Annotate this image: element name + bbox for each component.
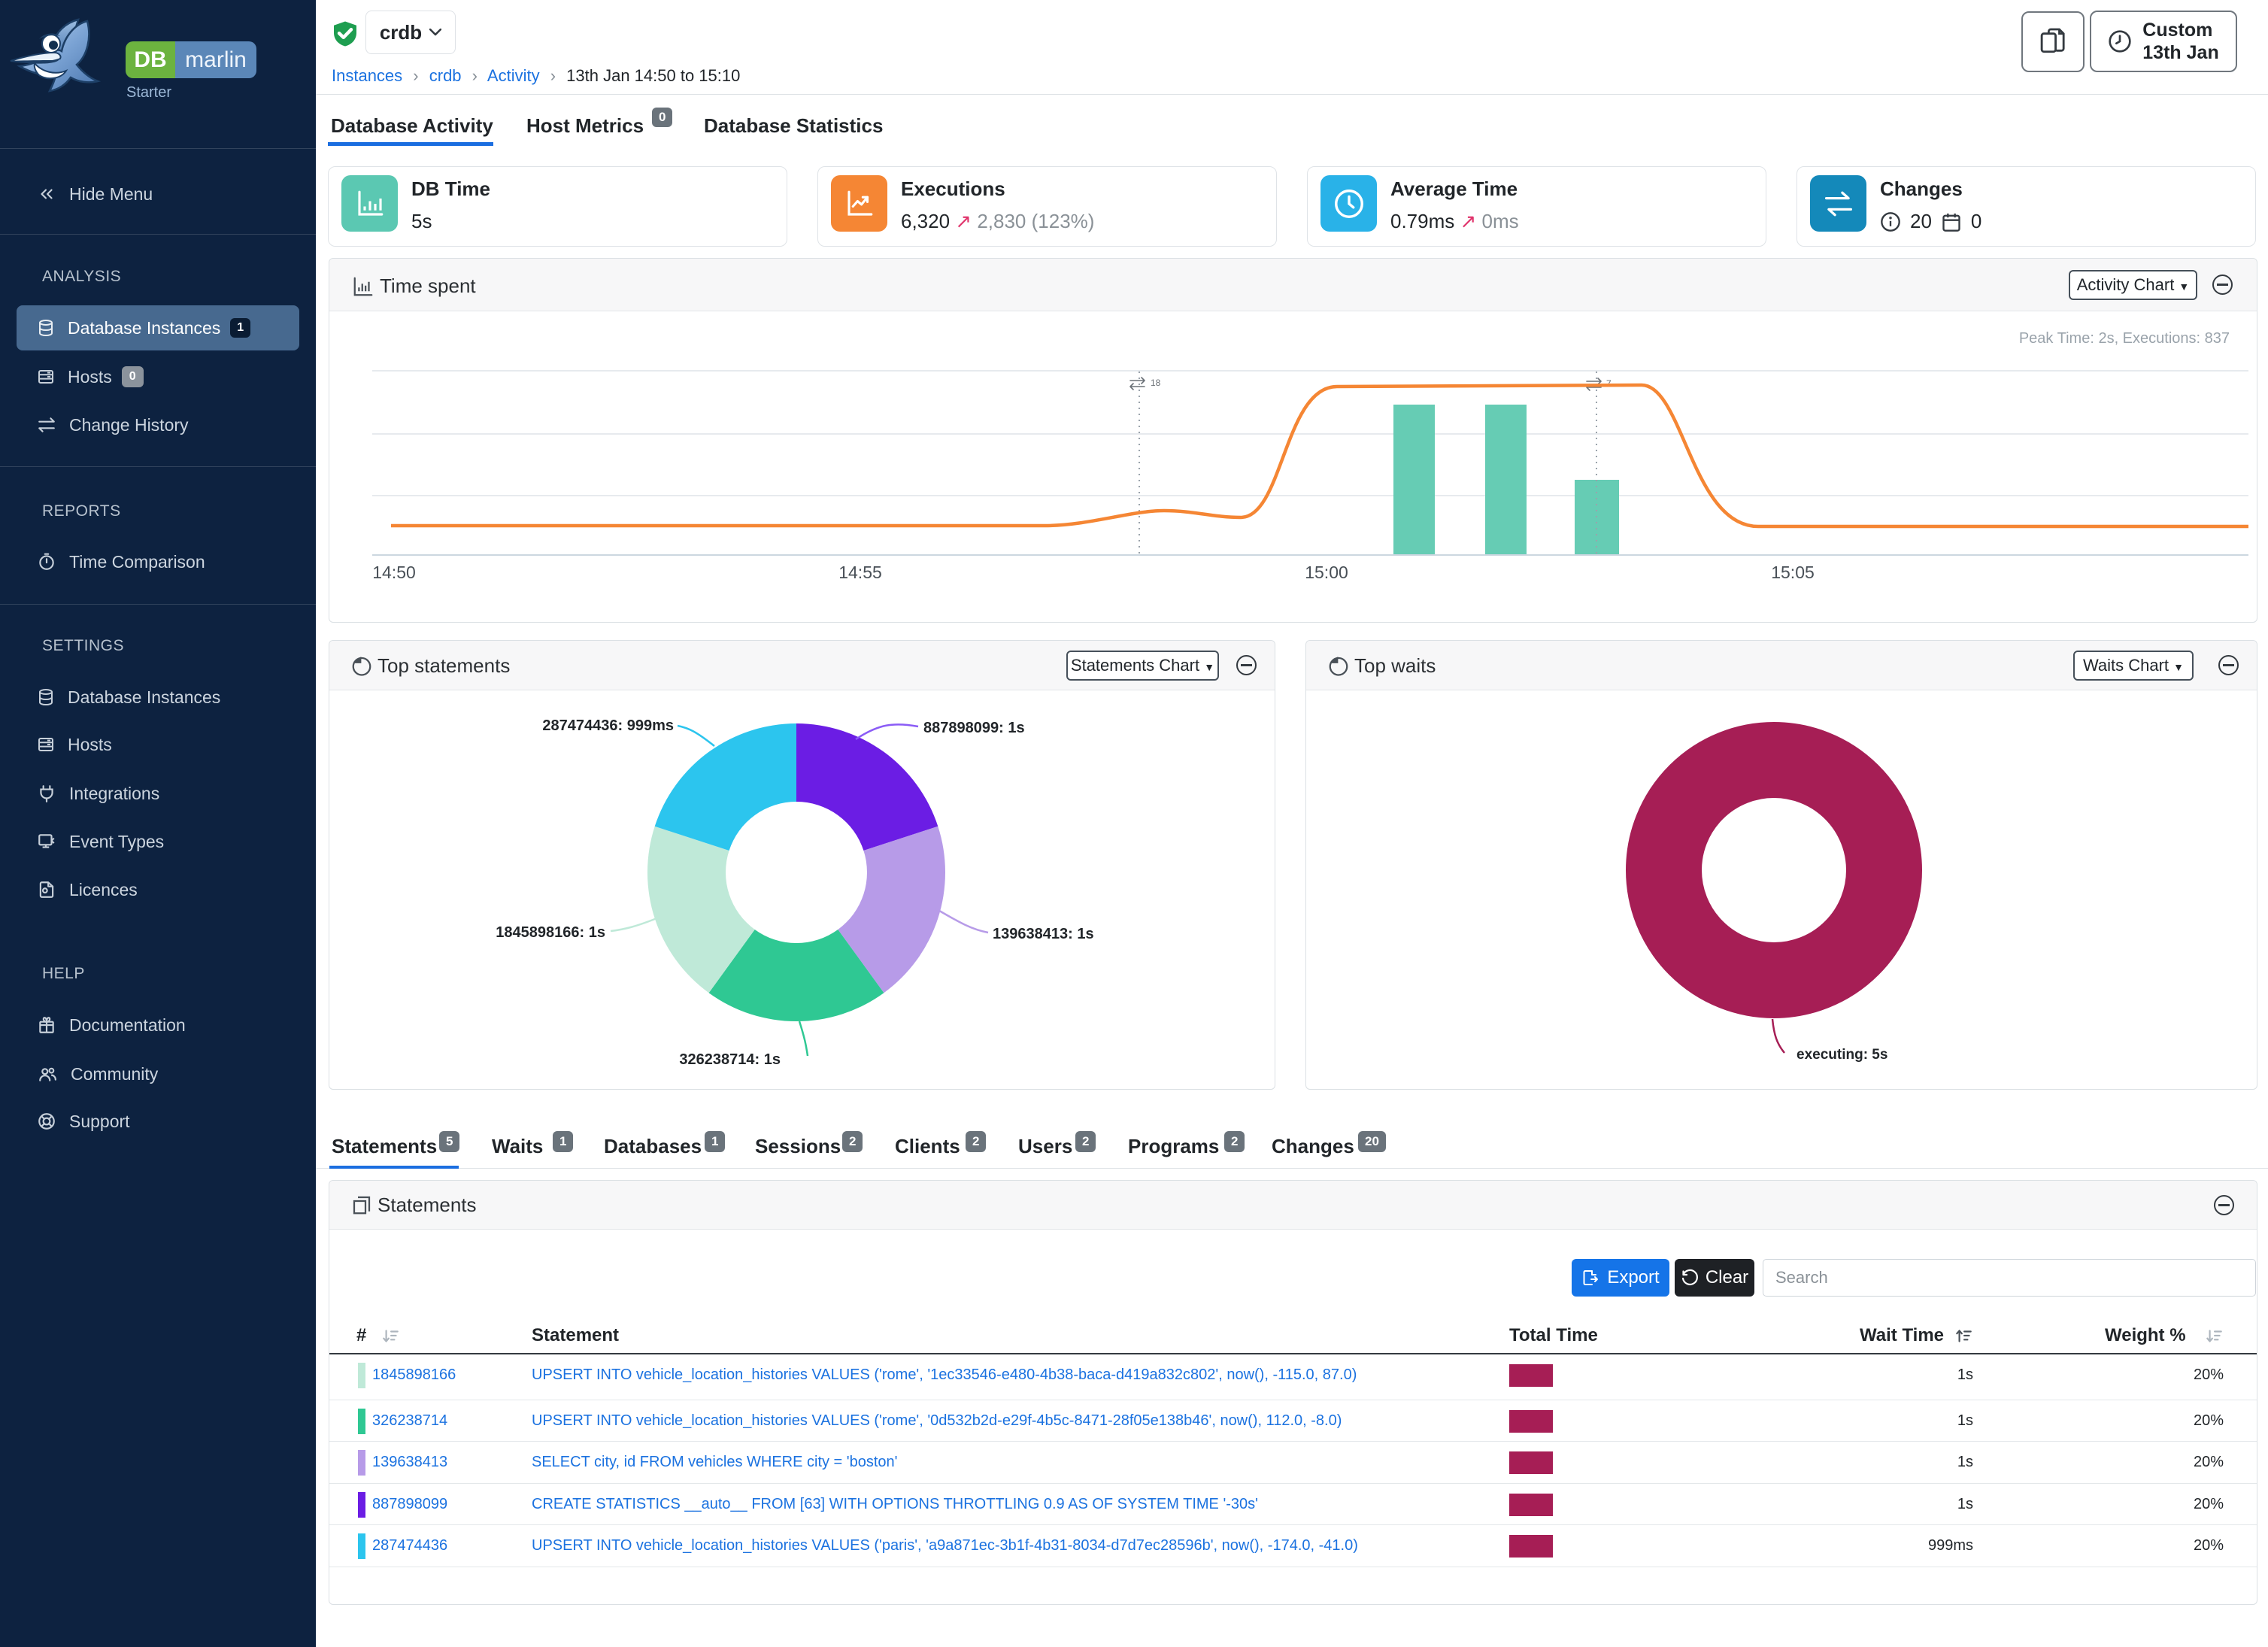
svg-text:887898099: 1s: 887898099: 1s <box>923 720 1025 736</box>
svg-text:326238714: 1s: 326238714: 1s <box>679 1051 781 1068</box>
svg-text:14:55: 14:55 <box>838 563 882 582</box>
svg-text:executing: 5s: executing: 5s <box>1797 1047 1887 1063</box>
svg-text:15:05: 15:05 <box>1771 563 1815 582</box>
svg-text:15:00: 15:00 <box>1305 563 1348 582</box>
svg-text:Peak Time: 2s, Executions: 837: Peak Time: 2s, Executions: 837 <box>2019 330 2230 347</box>
svg-text:287474436: 999ms: 287474436: 999ms <box>542 717 674 734</box>
svg-text:139638413: 1s: 139638413: 1s <box>993 926 1094 942</box>
svg-text:18: 18 <box>1151 378 1161 388</box>
svg-text:1845898166: 1s: 1845898166: 1s <box>496 924 605 941</box>
svg-text:14:50: 14:50 <box>372 563 416 582</box>
